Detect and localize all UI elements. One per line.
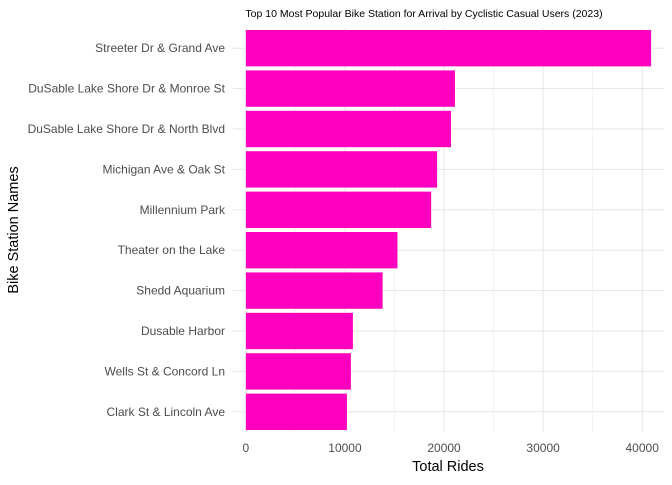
category-label: Theater on the Lake bbox=[118, 243, 226, 257]
bar bbox=[245, 110, 451, 148]
x-tick-label: 20000 bbox=[427, 441, 461, 455]
x-axis-title: Total Rides bbox=[412, 459, 484, 475]
category-label: Dusable Harbor bbox=[141, 324, 225, 338]
bar bbox=[245, 232, 398, 269]
x-tick-label: 0 bbox=[243, 441, 250, 455]
category-label: Wells St & Concord Ln bbox=[105, 364, 226, 378]
bar bbox=[245, 30, 652, 67]
y-axis-title: Bike Station Names bbox=[6, 166, 22, 293]
category-label: Millennium Park bbox=[140, 203, 226, 217]
bar bbox=[245, 70, 455, 107]
category-label: Shedd Aquarium bbox=[136, 284, 225, 298]
bar bbox=[245, 151, 438, 188]
category-label: Michigan Ave & Oak St bbox=[102, 162, 225, 176]
category-label: Streeter Dr & Grand Ave bbox=[95, 41, 225, 55]
bar-layer bbox=[245, 30, 652, 430]
category-label: DuSable Lake Shore Dr & North Blvd bbox=[28, 122, 225, 136]
x-tick-label: 30000 bbox=[526, 441, 560, 455]
bar bbox=[245, 393, 347, 430]
chart-title: Top 10 Most Popular Bike Station for Arr… bbox=[245, 8, 602, 20]
bar bbox=[245, 191, 432, 228]
category-label: Clark St & Lincoln Ave bbox=[106, 405, 225, 419]
x-tick-label: 40000 bbox=[626, 441, 660, 455]
category-label: DuSable Lake Shore Dr & Monroe St bbox=[28, 82, 225, 96]
x-tick-layer: 0 10000 20000 30000 40000 bbox=[243, 441, 660, 455]
x-tick-label: 10000 bbox=[328, 441, 362, 455]
category-label-layer: Streeter Dr & Grand Ave DuSable Lake Shor… bbox=[28, 41, 226, 419]
bar bbox=[245, 312, 353, 350]
bar bbox=[245, 353, 351, 390]
bar bbox=[245, 272, 383, 309]
